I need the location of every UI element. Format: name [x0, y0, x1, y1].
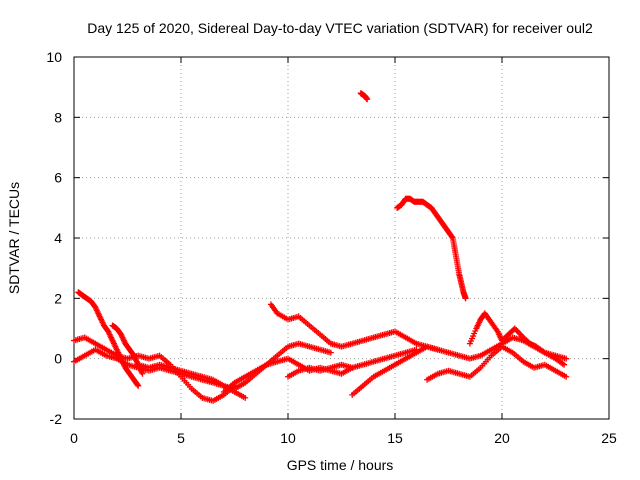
chart-title: Day 125 of 2020, Sidereal Day-to-day VTE…	[87, 20, 593, 36]
data-point	[563, 373, 570, 380]
series-trace-10	[424, 343, 570, 383]
data-point	[242, 394, 249, 401]
x-tick-label: 0	[70, 430, 78, 446]
x-tick-label: 15	[387, 430, 403, 446]
y-tick-label: 6	[54, 170, 62, 186]
data-point	[449, 233, 456, 240]
y-axis-label: SDTVAR / TECUs	[6, 182, 22, 294]
x-tick-label: 20	[494, 430, 510, 446]
y-tick-label: 2	[54, 290, 62, 306]
data-point	[563, 355, 570, 362]
y-tick-label: 8	[54, 109, 62, 125]
data-point	[135, 382, 142, 389]
series-trace-8	[285, 346, 420, 380]
series-trace-13	[394, 195, 469, 302]
data-point	[561, 361, 568, 368]
y-tick-label: 10	[46, 49, 62, 65]
y-tick-label: -2	[50, 411, 63, 427]
x-tick-label: 5	[177, 430, 185, 446]
series-trace-12	[357, 90, 371, 103]
series-trace-4	[109, 322, 146, 377]
data-point	[327, 349, 334, 356]
series-trace-2	[75, 289, 142, 389]
x-tick-label: 10	[280, 430, 296, 446]
series-trace-5	[135, 361, 249, 401]
data-point	[462, 295, 469, 302]
data-points	[71, 90, 570, 404]
y-tick-label: 4	[54, 230, 62, 246]
series-trace-11	[466, 310, 570, 362]
x-tick-label: 25	[601, 430, 617, 446]
data-point	[364, 96, 371, 103]
data-point	[134, 381, 141, 388]
x-axis-label: GPS time / hours	[287, 457, 394, 473]
chart-grid	[74, 57, 609, 419]
data-point	[139, 370, 146, 377]
series-trace-1	[71, 340, 334, 392]
y-tick-label: 0	[54, 351, 62, 367]
axis-ticks: 0 5 10 15 20 25 -2 0 2 4 6 8 10	[46, 49, 617, 446]
